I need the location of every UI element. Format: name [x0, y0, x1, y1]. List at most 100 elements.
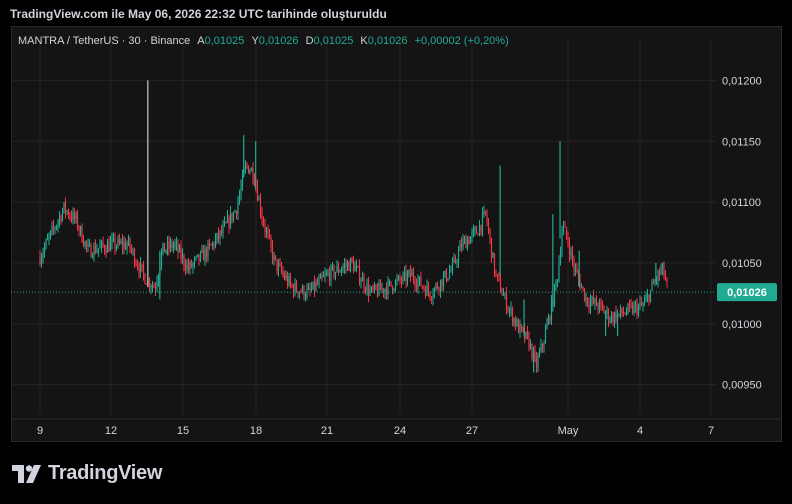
candle-body	[399, 276, 401, 281]
candle-body	[139, 263, 142, 273]
candle-body	[133, 250, 136, 264]
candle-body	[642, 304, 644, 306]
candle-body	[628, 304, 631, 306]
y-tick-label: 0,00950	[722, 380, 762, 392]
candle-body	[222, 225, 224, 234]
candle-body	[211, 243, 214, 246]
candle-body	[660, 269, 662, 275]
candle-body	[172, 245, 175, 249]
candle-body	[274, 255, 277, 260]
candle-body	[166, 241, 169, 251]
candle-body	[262, 219, 265, 226]
candle-body	[217, 233, 220, 239]
candle-body	[234, 210, 236, 213]
candle-body	[546, 323, 548, 330]
candle-body	[624, 313, 626, 315]
candle-body	[199, 251, 202, 261]
candle-body	[321, 275, 323, 277]
candle-body	[393, 289, 395, 291]
candle-body	[283, 274, 286, 279]
candle-body	[246, 164, 248, 166]
candle-body	[370, 287, 373, 291]
candle-body	[564, 226, 566, 228]
candle-body	[543, 342, 545, 347]
candle-body	[43, 247, 46, 254]
candle-body	[145, 283, 148, 285]
candle-body	[343, 264, 346, 268]
candle-body	[330, 266, 332, 282]
candle-body	[319, 275, 322, 279]
last-price-tag	[717, 283, 777, 302]
candle-body	[457, 250, 460, 262]
candle-body	[394, 280, 397, 290]
candle-body	[328, 272, 331, 282]
candle-body	[67, 211, 70, 216]
candle-body	[331, 266, 334, 268]
candle-body	[105, 250, 107, 253]
open-key: A	[197, 35, 205, 47]
candle-body	[492, 253, 494, 258]
candle-body	[165, 250, 167, 253]
candle-body	[106, 242, 109, 253]
candle-body	[118, 239, 121, 243]
candle-body	[508, 309, 511, 311]
candle-body	[310, 289, 313, 291]
candle-body	[78, 227, 80, 231]
candle-body	[565, 227, 568, 237]
candle-body	[606, 309, 608, 313]
candle-body	[175, 242, 178, 244]
candle-body	[163, 243, 166, 253]
candle-body	[646, 295, 649, 298]
candle-body	[600, 301, 602, 304]
last-price-label: 0,01026	[727, 287, 767, 299]
candle-body	[643, 301, 646, 305]
candle-body	[613, 312, 616, 323]
candle-body	[481, 213, 484, 231]
candle-body	[339, 271, 341, 273]
candle-body	[193, 258, 196, 264]
candle-body	[96, 250, 98, 253]
candle-body	[603, 307, 605, 314]
candle-body	[516, 320, 518, 326]
candle-body	[466, 239, 469, 249]
x-tick-label: 12	[105, 425, 117, 437]
candle-body	[534, 351, 536, 357]
candle-body	[229, 212, 232, 228]
candle-body	[576, 268, 578, 273]
candle-body	[592, 297, 595, 303]
candle-body	[82, 241, 85, 246]
candle-body	[561, 232, 563, 253]
brand[interactable]: TradingView	[12, 462, 162, 485]
candle-body	[496, 274, 499, 276]
candle-body	[183, 255, 185, 266]
candle-body	[657, 271, 659, 281]
candle-body	[594, 298, 596, 303]
candle-body	[301, 286, 304, 293]
candle-body	[571, 250, 574, 261]
candle-body	[309, 287, 311, 291]
candle-body	[280, 265, 283, 272]
candle-body	[115, 246, 118, 249]
candle-body	[471, 232, 473, 237]
candle-body	[577, 272, 580, 279]
candle-body	[388, 281, 391, 283]
candle-body	[447, 278, 449, 281]
candle-body	[538, 351, 541, 357]
candle-body	[244, 164, 247, 171]
candle-body	[58, 216, 61, 222]
candle-body	[189, 262, 191, 270]
candle-body	[459, 244, 461, 251]
candle-body	[652, 282, 655, 284]
candle-body	[123, 242, 125, 248]
candle-body	[547, 316, 550, 324]
candle-body	[495, 274, 497, 276]
candle-body	[378, 283, 380, 296]
candle-body	[439, 279, 442, 292]
candle-body	[579, 278, 581, 289]
candle-body	[610, 314, 613, 321]
candle-body	[84, 241, 86, 246]
candle-body	[279, 263, 281, 266]
candle-body	[601, 303, 604, 308]
candle-body	[375, 284, 377, 290]
